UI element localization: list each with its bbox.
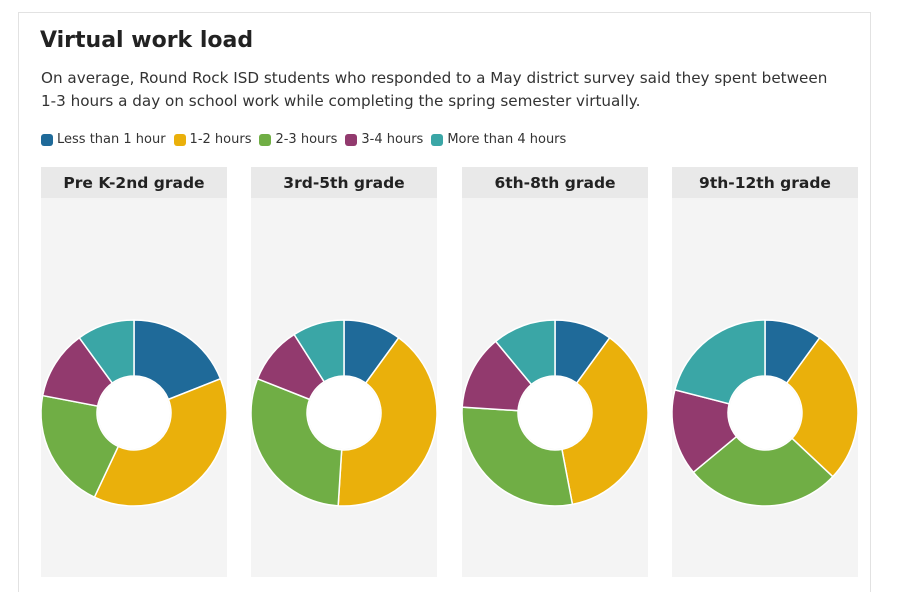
panel-title: 3rd-5th grade (251, 167, 437, 198)
donut-chart-6th-8th-grade (461, 319, 649, 507)
legend-label: 1-2 hours (189, 132, 252, 147)
panel-title: Pre K-2nd grade (41, 167, 227, 198)
donut-slice-more-than-4-hours[interactable] (78, 319, 135, 385)
donut-hole (519, 377, 591, 449)
legend-label: 3-4 hours (361, 132, 424, 147)
legend-label: 2-3 hours (275, 132, 338, 147)
donut-hole (98, 377, 170, 449)
donut-slice-more-than-4-hours[interactable] (293, 319, 345, 383)
legend: Less than 1 hour 1-2 hours 2-3 hours 3-4… (41, 132, 574, 147)
donut-slice-less-than-1-hour[interactable] (133, 319, 222, 401)
legend-swatch (431, 133, 444, 146)
donut-chart-pre-k-2nd-grade (40, 319, 228, 507)
legend-item-3-4-hours: 3-4 hours (345, 132, 423, 147)
legend-swatch (259, 133, 272, 146)
legend-swatch (41, 133, 53, 146)
panel-6th-8th-grade: 6th-8th grade (461, 167, 649, 577)
donut-hole (729, 377, 801, 449)
chart-subtitle: On average, Round Rock ISD students who … (41, 69, 828, 110)
donut-chart-9th-12th-grade (671, 319, 859, 507)
panel-9th-12th-grade: 9th-12th grade (671, 167, 859, 577)
panel-title: 6th-8th grade (462, 167, 648, 198)
donut-slice-2-3-hours[interactable] (692, 435, 834, 507)
legend-swatch (345, 133, 358, 146)
legend-label: More than 4 hours (447, 132, 567, 147)
donut-slice-1-2-hours[interactable] (785, 336, 859, 478)
legend-label: Less than 1 hour (57, 132, 166, 147)
legend-item-more-than-4-hours: More than 4 hours (431, 132, 566, 147)
panel-3rd-5th-grade: 3rd-5th grade (250, 167, 438, 577)
legend-swatch (173, 133, 186, 146)
donut-slice-more-than-4-hours[interactable] (494, 319, 556, 386)
panel-pre-k-2nd-grade: Pre K-2nd grade (40, 167, 228, 577)
legend-item-less-than-1-hour: Less than 1 hour (41, 132, 166, 147)
legend-item-2-3-hours: 2-3 hours (259, 132, 337, 147)
donut-slice-2-3-hours[interactable] (250, 377, 343, 507)
donut-slice-2-3-hours[interactable] (461, 406, 574, 507)
legend-item-1-2-hours: 1-2 hours (173, 132, 252, 147)
panel-title: 9th-12th grade (672, 167, 858, 198)
donut-hole (308, 377, 380, 449)
donut-slice-more-than-4-hours[interactable] (674, 319, 766, 405)
donut-slice-2-3-hours[interactable] (40, 394, 120, 499)
chart-title: Virtual work load (40, 28, 254, 53)
donut-slice-1-2-hours[interactable] (337, 336, 438, 507)
donut-slice-1-2-hours[interactable] (93, 377, 228, 507)
donut-chart-3rd-5th-grade (250, 319, 438, 507)
donut-slice-1-2-hours[interactable] (561, 336, 649, 506)
